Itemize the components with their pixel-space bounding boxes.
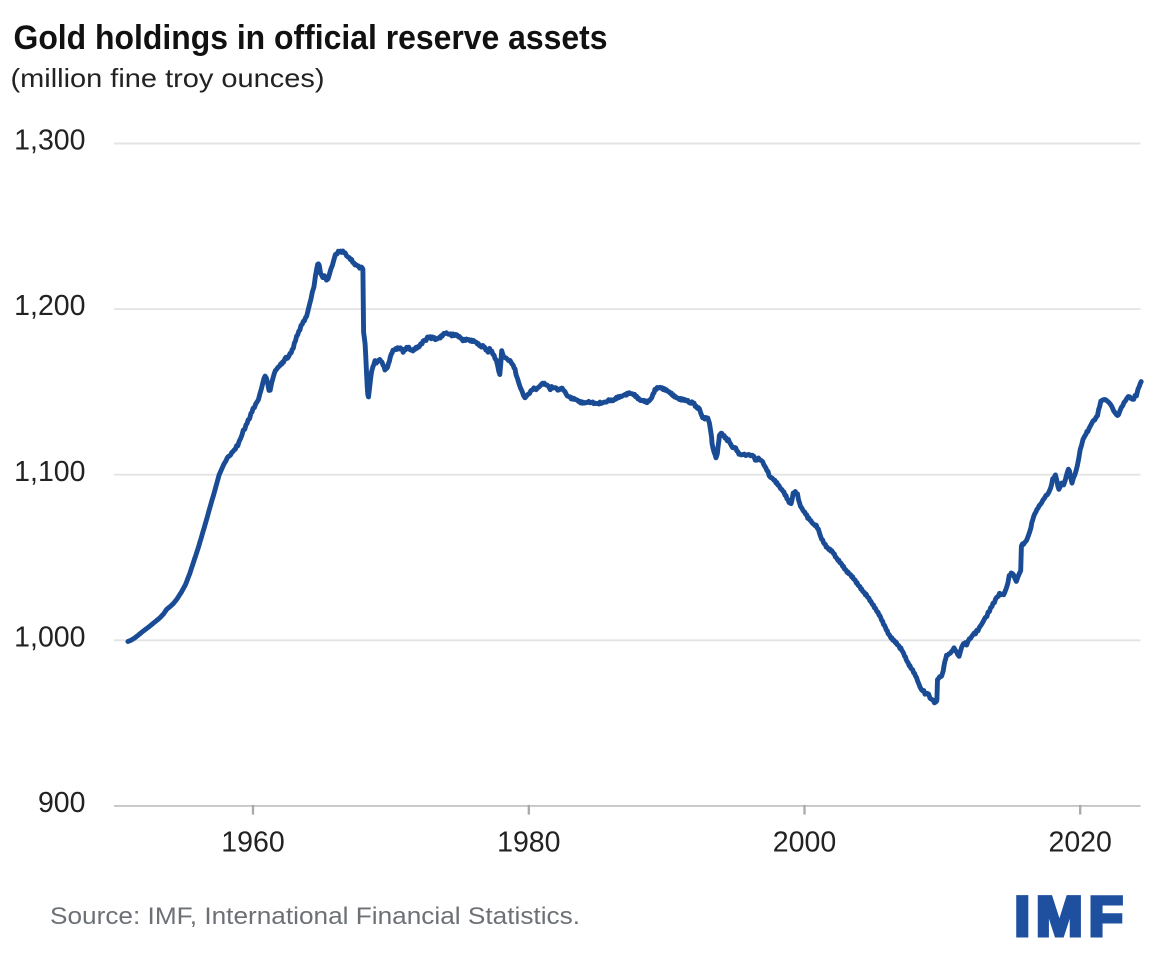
svg-text:Source: IMF, International Fin: Source: IMF, International Financial Sta… [50,903,580,930]
svg-text:1,000: 1,000 [14,622,85,654]
svg-text:(million fine troy ounces): (million fine troy ounces) [11,63,325,93]
svg-text:1980: 1980 [497,827,560,859]
svg-text:2020: 2020 [1048,827,1111,859]
svg-text:2000: 2000 [773,827,836,859]
svg-text:IMF: IMF [1015,884,1129,947]
svg-text:Gold holdings in official rese: Gold holdings in official reserve assets [14,19,608,57]
svg-text:1,300: 1,300 [14,125,85,157]
svg-text:1960: 1960 [221,827,284,859]
svg-text:900: 900 [38,787,86,819]
svg-text:1,200: 1,200 [14,290,85,322]
svg-text:1,100: 1,100 [14,456,85,488]
